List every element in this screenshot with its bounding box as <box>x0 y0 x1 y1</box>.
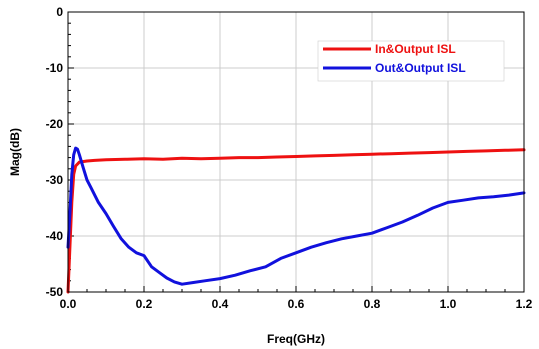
y-axis-title: Mag(dB) <box>8 128 22 176</box>
x-tick-label: 0.2 <box>136 297 153 311</box>
y-tick-label: -20 <box>46 117 64 131</box>
series-line-1 <box>66 146 526 286</box>
legend-label-out-output-isl: Out&Output ISL <box>375 61 466 75</box>
x-tick-label: 1.0 <box>440 297 457 311</box>
x-tick-label: 1.2 <box>516 297 533 311</box>
y-tick-label: 0 <box>56 5 63 19</box>
x-tick-label: 0.6 <box>288 297 305 311</box>
x-tick-label: 0.4 <box>212 297 229 311</box>
series-line-0 <box>66 148 526 294</box>
y-tick-label: -40 <box>46 229 64 243</box>
y-tick-label: -30 <box>46 173 64 187</box>
legend-label-in-output-isl: In&Output ISL <box>375 42 456 56</box>
y-tick-label: -50 <box>46 285 64 299</box>
x-tick-label: 0.0 <box>60 297 77 311</box>
y-tick-label: -10 <box>46 61 64 75</box>
tick-labels: 0.0 0.2 0.4 0.6 0.8 1.0 1.2 -50 -40 -30 -20 -10 0 <box>46 5 533 311</box>
series-group <box>66 146 526 294</box>
x-tick-label: 0.8 <box>364 297 381 311</box>
legend: In&Output ISL Out&Output ISL <box>317 40 505 82</box>
plot-frame <box>67 11 525 293</box>
x-axis-title: Freq(GHz) <box>267 332 325 346</box>
